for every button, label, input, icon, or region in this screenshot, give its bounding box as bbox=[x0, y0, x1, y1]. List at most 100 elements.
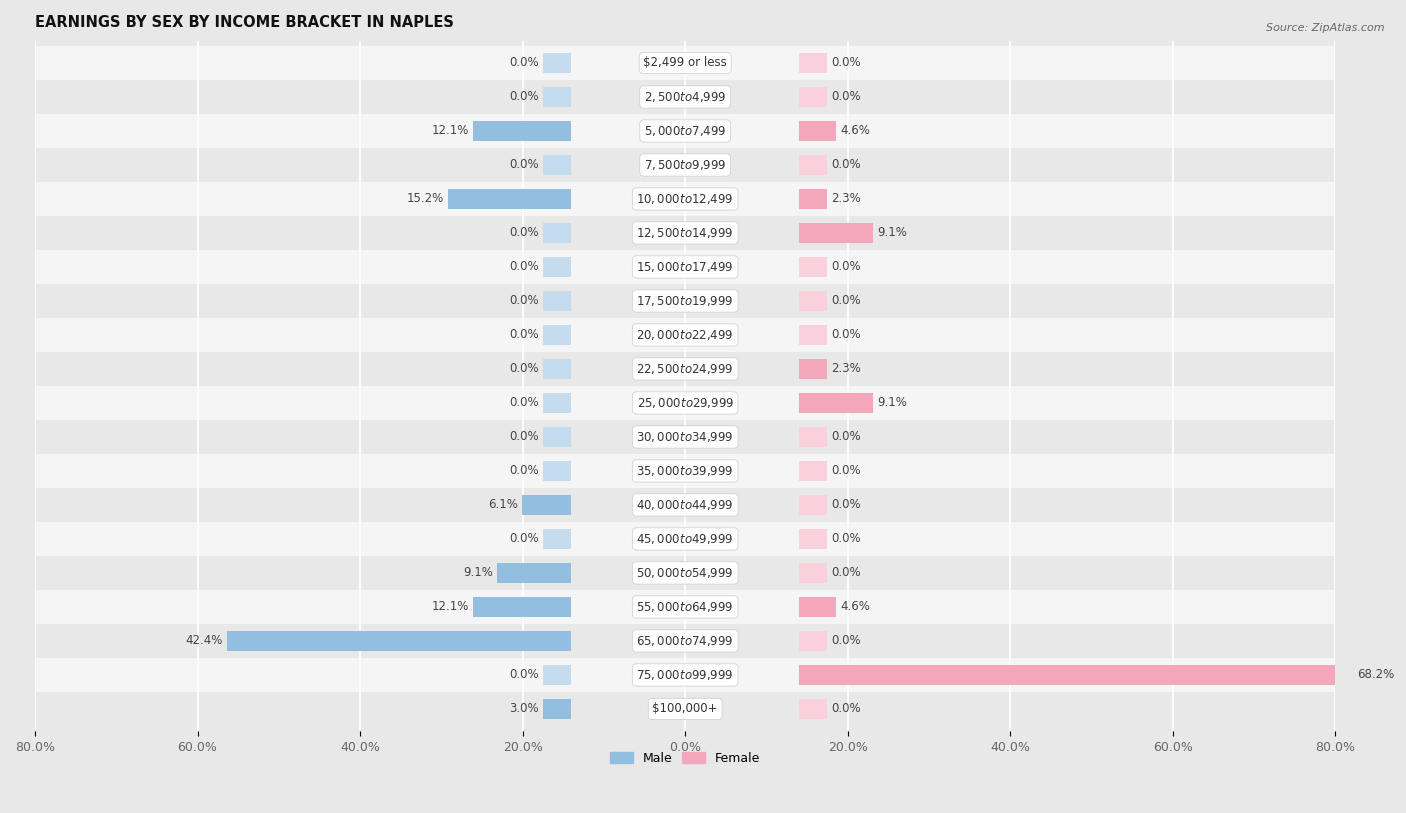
Bar bbox=[799, 461, 827, 480]
Bar bbox=[543, 291, 571, 311]
Bar bbox=[543, 665, 571, 685]
Bar bbox=[799, 53, 827, 73]
Text: 0.0%: 0.0% bbox=[509, 90, 538, 103]
Bar bbox=[543, 359, 571, 379]
Text: $65,000 to $74,999: $65,000 to $74,999 bbox=[637, 634, 734, 648]
Bar bbox=[799, 597, 837, 617]
Bar bbox=[799, 665, 1353, 685]
Text: EARNINGS BY SEX BY INCOME BRACKET IN NAPLES: EARNINGS BY SEX BY INCOME BRACKET IN NAP… bbox=[35, 15, 454, 30]
Text: $35,000 to $39,999: $35,000 to $39,999 bbox=[637, 464, 734, 478]
Text: 0.0%: 0.0% bbox=[509, 533, 538, 546]
Bar bbox=[35, 352, 1336, 386]
Text: 0.0%: 0.0% bbox=[509, 328, 538, 341]
Bar bbox=[498, 563, 571, 583]
Text: $17,500 to $19,999: $17,500 to $19,999 bbox=[637, 294, 734, 308]
Bar bbox=[799, 87, 827, 107]
Bar bbox=[799, 155, 827, 175]
Text: 0.0%: 0.0% bbox=[509, 260, 538, 273]
Bar bbox=[799, 257, 827, 277]
Text: 2.3%: 2.3% bbox=[831, 363, 862, 376]
Text: 0.0%: 0.0% bbox=[831, 56, 860, 69]
Text: $12,500 to $14,999: $12,500 to $14,999 bbox=[637, 226, 734, 240]
Bar bbox=[543, 155, 571, 175]
Text: $22,500 to $24,999: $22,500 to $24,999 bbox=[637, 362, 734, 376]
Text: 0.0%: 0.0% bbox=[509, 227, 538, 240]
Bar bbox=[35, 80, 1336, 114]
Text: $30,000 to $34,999: $30,000 to $34,999 bbox=[637, 430, 734, 444]
Text: $2,499 or less: $2,499 or less bbox=[644, 56, 727, 69]
Text: $40,000 to $44,999: $40,000 to $44,999 bbox=[637, 498, 734, 512]
Bar bbox=[35, 590, 1336, 624]
Bar bbox=[35, 488, 1336, 522]
Text: 0.0%: 0.0% bbox=[831, 498, 860, 511]
Bar bbox=[799, 563, 827, 583]
Bar bbox=[35, 522, 1336, 556]
Bar bbox=[799, 223, 873, 243]
Text: 0.0%: 0.0% bbox=[509, 159, 538, 172]
Bar bbox=[799, 495, 827, 515]
Bar bbox=[35, 658, 1336, 692]
Bar bbox=[35, 250, 1336, 284]
Text: 0.0%: 0.0% bbox=[509, 294, 538, 307]
Bar bbox=[35, 216, 1336, 250]
Text: 0.0%: 0.0% bbox=[831, 567, 860, 580]
Text: 0.0%: 0.0% bbox=[831, 634, 860, 647]
Text: $15,000 to $17,499: $15,000 to $17,499 bbox=[637, 260, 734, 274]
Bar bbox=[543, 461, 571, 480]
Bar bbox=[35, 284, 1336, 318]
Text: 9.1%: 9.1% bbox=[877, 397, 907, 410]
Text: 68.2%: 68.2% bbox=[1357, 668, 1395, 681]
Bar bbox=[35, 148, 1336, 182]
Bar bbox=[543, 699, 571, 719]
Bar bbox=[35, 556, 1336, 590]
Text: 0.0%: 0.0% bbox=[831, 90, 860, 103]
Bar bbox=[449, 189, 571, 209]
Text: $7,500 to $9,999: $7,500 to $9,999 bbox=[644, 158, 727, 172]
Text: $55,000 to $64,999: $55,000 to $64,999 bbox=[637, 600, 734, 614]
Text: $20,000 to $22,499: $20,000 to $22,499 bbox=[637, 328, 734, 342]
Text: 2.3%: 2.3% bbox=[831, 193, 862, 206]
Legend: Male, Female: Male, Female bbox=[605, 746, 765, 770]
Bar bbox=[543, 393, 571, 413]
Bar bbox=[543, 325, 571, 345]
Text: $2,500 to $4,999: $2,500 to $4,999 bbox=[644, 90, 727, 104]
Bar bbox=[543, 529, 571, 549]
Text: 0.0%: 0.0% bbox=[509, 56, 538, 69]
Bar bbox=[799, 121, 837, 141]
Text: $50,000 to $54,999: $50,000 to $54,999 bbox=[637, 566, 734, 580]
Text: $5,000 to $7,499: $5,000 to $7,499 bbox=[644, 124, 727, 138]
Text: 4.6%: 4.6% bbox=[841, 601, 870, 614]
Bar bbox=[799, 699, 827, 719]
Text: 0.0%: 0.0% bbox=[831, 260, 860, 273]
Bar bbox=[543, 53, 571, 73]
Bar bbox=[35, 386, 1336, 420]
Bar bbox=[543, 427, 571, 447]
Text: 0.0%: 0.0% bbox=[509, 430, 538, 443]
Bar bbox=[799, 393, 873, 413]
Bar bbox=[35, 182, 1336, 216]
Bar bbox=[35, 624, 1336, 658]
Text: 6.1%: 6.1% bbox=[488, 498, 517, 511]
Bar bbox=[799, 631, 827, 650]
Bar bbox=[799, 359, 827, 379]
Bar bbox=[35, 318, 1336, 352]
Text: $75,000 to $99,999: $75,000 to $99,999 bbox=[637, 668, 734, 682]
Text: 3.0%: 3.0% bbox=[509, 702, 538, 715]
Bar bbox=[35, 114, 1336, 148]
Text: 12.1%: 12.1% bbox=[432, 124, 470, 137]
Text: 0.0%: 0.0% bbox=[831, 294, 860, 307]
Text: $25,000 to $29,999: $25,000 to $29,999 bbox=[637, 396, 734, 410]
Bar bbox=[543, 87, 571, 107]
Bar bbox=[799, 325, 827, 345]
Text: $100,000+: $100,000+ bbox=[652, 702, 718, 715]
Text: 0.0%: 0.0% bbox=[831, 702, 860, 715]
Bar bbox=[35, 692, 1336, 726]
Bar bbox=[799, 529, 827, 549]
Text: 4.6%: 4.6% bbox=[841, 124, 870, 137]
Text: 15.2%: 15.2% bbox=[406, 193, 444, 206]
Bar bbox=[799, 189, 827, 209]
Text: 0.0%: 0.0% bbox=[509, 464, 538, 477]
Bar bbox=[35, 46, 1336, 80]
Bar bbox=[799, 291, 827, 311]
Text: 9.1%: 9.1% bbox=[877, 227, 907, 240]
